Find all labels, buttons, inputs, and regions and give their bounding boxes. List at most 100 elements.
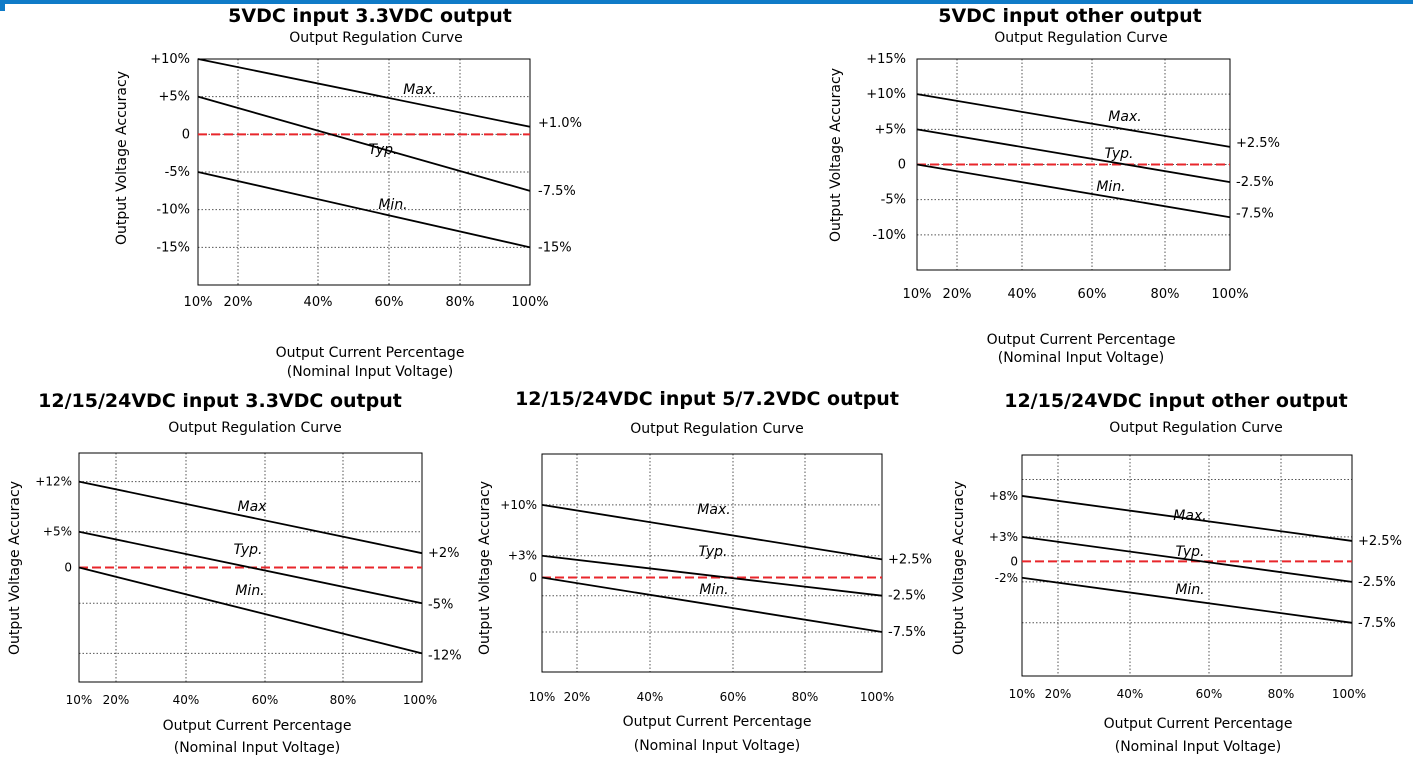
series-label: Typ. <box>234 542 263 558</box>
series-line-typ <box>1021 535 1353 583</box>
chart-subtitle: Output Regulation Curve <box>994 30 1168 46</box>
series-line-max <box>78 480 423 555</box>
series-label: Max. <box>403 82 436 98</box>
x-axis-sublabel: (Nominal Input Voltage) <box>998 350 1165 366</box>
x-tick-label: 60% <box>1196 687 1223 701</box>
series-line-typ <box>78 530 423 605</box>
series-line-min <box>541 576 883 633</box>
y-tick-label: -5% <box>165 165 190 180</box>
y-axis-label: Output Voltage Accuracy <box>828 68 844 242</box>
y-tick-label: +3% <box>989 530 1018 544</box>
y-axis-label: Output Voltage Accuracy <box>114 71 130 245</box>
y-axis-label: Output Voltage Accuracy <box>951 481 967 655</box>
top-accent-bar <box>0 0 1413 4</box>
y-tick-label: +10% <box>866 87 906 102</box>
chart-title: 5VDC input other output <box>938 5 1202 27</box>
x-tick-label: 40% <box>1117 687 1144 701</box>
y-tick-label: +5% <box>158 90 190 105</box>
series-end-value-label: +2.5% <box>888 552 932 567</box>
chart-subtitle: Output Regulation Curve <box>289 30 463 46</box>
x-tick-label: 60% <box>1078 287 1107 302</box>
x-tick-label: 80% <box>446 295 475 310</box>
series-line-max <box>1021 495 1353 542</box>
chart-4: 12/15/24VDC input 5/7.2VDC output Output … <box>477 388 932 754</box>
x-tick-label: 40% <box>304 295 333 310</box>
chart-2: 5VDC input other output Output Regulation… <box>828 5 1280 366</box>
x-tick-label: 10% <box>903 287 932 302</box>
x-tick-label: 40% <box>637 690 664 704</box>
series-line-min <box>1021 576 1353 624</box>
chart-1: 5VDC input 3.3VDC output Output Regulatio… <box>114 5 582 380</box>
series-label: Typ. <box>1105 146 1134 162</box>
y-tick-label: +3% <box>508 549 537 563</box>
y-tick-label: 0 <box>1010 554 1018 568</box>
y-tick-label: -10% <box>156 203 190 218</box>
series-line-min <box>197 171 531 249</box>
y-tick-label: 0 <box>182 127 190 142</box>
y-tick-label: 0 <box>64 561 72 575</box>
series-end-value-label: -15% <box>538 240 572 255</box>
x-axis-label: Output Current Percentage <box>276 345 465 361</box>
x-tick-label: 20% <box>564 690 591 704</box>
y-tick-label: -2% <box>995 571 1018 585</box>
series-line-min <box>78 566 423 655</box>
x-tick-label: 100% <box>860 690 894 704</box>
chart-title: 5VDC input 3.3VDC output <box>228 5 512 27</box>
series-line-typ <box>541 554 883 597</box>
series-line-typ <box>916 128 1231 183</box>
series-end-value-label: -2.5% <box>1358 575 1396 590</box>
series-label: Min. <box>235 583 264 599</box>
y-axis-label: Output Voltage Accuracy <box>477 481 493 655</box>
x-axis-label: Output Current Percentage <box>623 714 812 730</box>
x-tick-label: 40% <box>173 693 200 707</box>
plot-frame <box>541 453 883 673</box>
x-tick-label: 80% <box>330 693 357 707</box>
y-tick-label: 0 <box>529 571 537 585</box>
series-end-value-label: -5% <box>428 597 453 612</box>
y-tick-label: 0 <box>898 158 906 173</box>
chart-3: 12/15/24VDC input 3.3VDC output Output Re… <box>7 390 462 756</box>
x-tick-label: 20% <box>224 295 253 310</box>
chart-title: 12/15/24VDC input 3.3VDC output <box>38 390 402 412</box>
x-axis-sublabel: (Nominal Input Voltage) <box>174 740 341 756</box>
series-label: Max. <box>1108 109 1141 125</box>
y-tick-label: -5% <box>881 193 906 208</box>
series-end-value-label: +2.5% <box>1236 136 1280 151</box>
series-label: Min. <box>1175 582 1204 598</box>
x-tick-label: 60% <box>252 693 279 707</box>
x-tick-label: 10% <box>184 295 213 310</box>
x-tick-label: 20% <box>103 693 130 707</box>
x-tick-label: 80% <box>1268 687 1295 701</box>
x-tick-label: 60% <box>375 295 404 310</box>
x-axis-label: Output Current Percentage <box>1104 716 1293 732</box>
series-line-typ <box>197 95 531 192</box>
series-label: Typ. <box>369 142 398 158</box>
series-end-value-label: +2.5% <box>1358 534 1402 549</box>
x-axis-sublabel: (Nominal Input Voltage) <box>1115 739 1282 755</box>
series-label: Min. <box>378 197 407 213</box>
x-tick-label: 80% <box>1151 287 1180 302</box>
y-axis-label: Output Voltage Accuracy <box>7 481 23 655</box>
x-tick-label: 100% <box>1332 687 1366 701</box>
x-tick-label: 60% <box>720 690 747 704</box>
chart-subtitle: Output Regulation Curve <box>168 420 342 436</box>
series-end-value-label: -2.5% <box>1236 175 1274 190</box>
y-tick-label: +15% <box>866 52 906 67</box>
series-end-value-label: -7.5% <box>1358 616 1396 631</box>
x-tick-label: 100% <box>1211 287 1248 302</box>
series-line-min <box>916 163 1231 219</box>
x-tick-label: 10% <box>66 693 93 707</box>
chart-title: 12/15/24VDC input 5/7.2VDC output <box>515 388 899 410</box>
series-end-value-label: -7.5% <box>538 184 576 199</box>
series-end-value-label: -7.5% <box>888 625 926 640</box>
y-tick-label: -15% <box>156 240 190 255</box>
x-tick-label: 20% <box>943 287 972 302</box>
x-tick-label: 80% <box>792 690 819 704</box>
x-tick-label: 20% <box>1045 687 1072 701</box>
series-label: Typ. <box>699 544 728 560</box>
x-axis-sublabel: (Nominal Input Voltage) <box>287 364 454 380</box>
chart-5: 12/15/24VDC input other output Output Reg… <box>951 390 1402 755</box>
x-tick-label: 40% <box>1008 287 1037 302</box>
y-tick-label: +10% <box>150 52 190 67</box>
y-tick-label: +5% <box>874 122 906 137</box>
